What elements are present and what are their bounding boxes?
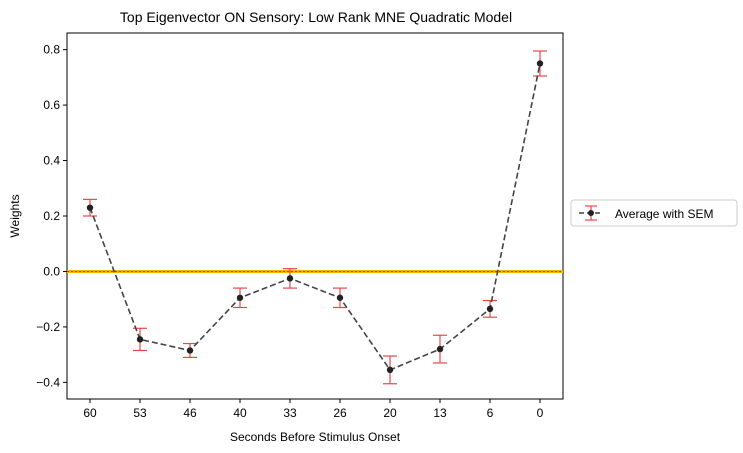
x-tick-label: 13 — [433, 406, 447, 420]
legend: Average with SEM — [570, 199, 738, 227]
series-markers — [86, 60, 544, 374]
y-axis-label: Weights — [8, 194, 22, 237]
y-tick-label: 0.2 — [43, 209, 60, 223]
plot-frame — [66, 32, 564, 400]
y-tick-label: 0.4 — [43, 154, 60, 168]
y-tick-label: 0.8 — [43, 43, 60, 57]
y-tick-label: −0.4 — [36, 375, 60, 389]
data-point — [386, 366, 394, 374]
legend-marker — [588, 210, 594, 216]
x-tick-label: 60 — [83, 406, 97, 420]
data-point — [236, 294, 244, 301]
series-line — [89, 63, 541, 371]
x-tick-label: 53 — [133, 406, 147, 420]
legend-label: Average with SEM — [615, 207, 714, 221]
data-point — [536, 60, 544, 67]
data-point — [86, 204, 94, 211]
y-axis: −0.4 −0.2 0.0 0.2 0.4 0.6 0.8 — [36, 43, 67, 389]
series-line-group — [89, 63, 541, 371]
legend-box — [570, 199, 738, 227]
data-point — [486, 305, 494, 313]
x-tick-label: 33 — [283, 406, 297, 420]
chart-title: Top Eigenvector ON Sensory: Low Rank MNE… — [120, 9, 512, 25]
x-tick-label: 0 — [537, 406, 544, 420]
data-point — [336, 294, 344, 301]
x-tick-label: 20 — [383, 406, 397, 420]
y-tick-label: −0.2 — [36, 320, 60, 334]
data-point — [286, 275, 294, 282]
x-tick-label: 40 — [233, 406, 247, 420]
x-axis-label: Seconds Before Stimulus Onset — [230, 430, 401, 444]
error-bars — [83, 50, 547, 385]
x-axis: 60 53 46 40 33 26 20 13 6 0 — [83, 399, 544, 420]
x-tick-label: 46 — [183, 406, 197, 420]
legend-symbol — [579, 205, 603, 221]
x-tick-label: 6 — [487, 406, 494, 420]
y-tick-label: 0.6 — [43, 98, 60, 112]
x-tick-label: 26 — [333, 406, 347, 420]
data-point — [136, 336, 144, 343]
data-point — [186, 347, 194, 354]
data-point — [436, 345, 444, 353]
y-tick-label: 0.0 — [43, 264, 60, 278]
